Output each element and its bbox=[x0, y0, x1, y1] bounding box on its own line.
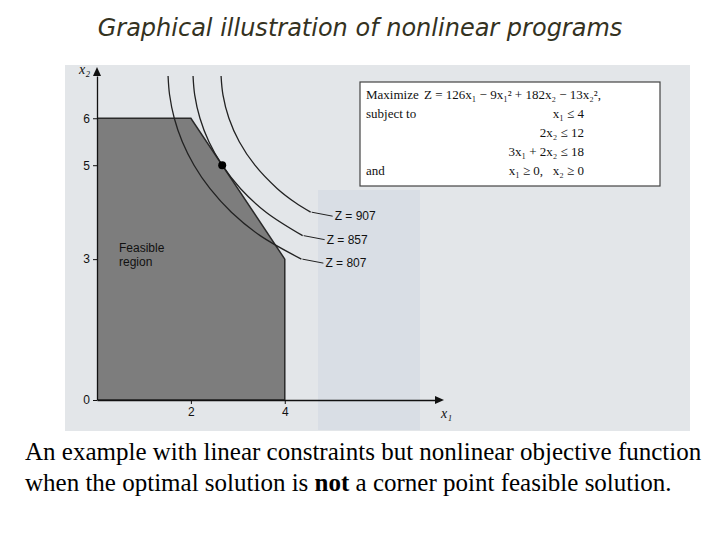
y-tick: 6 bbox=[83, 112, 97, 126]
y-tick: 3 bbox=[83, 252, 97, 266]
slide-title: Graphical illustration of nonlinear prog… bbox=[98, 14, 623, 42]
problem-row-expression: x₁ ≥ 0, x₂ ≥ 0 bbox=[509, 163, 584, 178]
y-tick-mark bbox=[93, 400, 97, 401]
x-tick-mark bbox=[285, 400, 286, 404]
label-leader bbox=[304, 236, 325, 240]
contour-line bbox=[168, 76, 301, 259]
y-axis-title: x₂ bbox=[78, 62, 90, 77]
y-tick-mark bbox=[93, 165, 97, 166]
x-axis-line bbox=[98, 400, 436, 401]
contour-line bbox=[193, 76, 303, 236]
problem-row-label: and bbox=[366, 163, 385, 178]
contour-label: Z = 807 bbox=[325, 256, 366, 270]
caption-text: a corner point feasible solution. bbox=[349, 469, 671, 496]
y-tick-mark bbox=[93, 259, 97, 260]
y-tick-label: 0 bbox=[83, 393, 90, 407]
contour-line bbox=[221, 76, 311, 212]
y-axis: 0 3 5 6 bbox=[83, 77, 97, 408]
x-tick-label: 4 bbox=[282, 405, 289, 419]
y-tick: 0 bbox=[83, 393, 97, 407]
region-label-line: Feasible bbox=[119, 241, 165, 255]
problem-row-expression: 3x₁ + 2x₂ ≤ 18 bbox=[508, 144, 584, 159]
problem-row-expression: x₁ ≤ 4 bbox=[553, 106, 585, 121]
y-tick: 5 bbox=[83, 159, 97, 173]
figure-background bbox=[65, 65, 690, 431]
x-axis-arrow bbox=[435, 396, 444, 404]
y-axis-arrow bbox=[93, 67, 101, 76]
problem-row-label: Maximize bbox=[366, 87, 419, 102]
y-tick-label: 6 bbox=[83, 112, 90, 126]
optimal-point bbox=[218, 161, 226, 169]
x-axis: 24 bbox=[98, 400, 436, 419]
label-leader bbox=[312, 212, 333, 216]
y-tick-label: 5 bbox=[83, 159, 90, 173]
y-tick-mark bbox=[93, 118, 97, 119]
y-axis-line bbox=[97, 77, 98, 401]
contour-label: Z = 857 bbox=[327, 233, 368, 247]
x-axis-title: x₁ bbox=[440, 406, 452, 421]
plot-labels: Feasibleregion Z = 907 Z = 857 Z = 807 bbox=[119, 209, 376, 270]
region-label-line: region bbox=[119, 255, 152, 269]
problem-box: Maximize Z = 126x₁ − 9x₁² + 182x₂ − 13x₂²… bbox=[360, 82, 660, 186]
x-tick: 2 bbox=[188, 400, 195, 419]
caption: An example with linear constraints but n… bbox=[25, 436, 709, 498]
y-tick-label: 3 bbox=[83, 252, 90, 266]
caption-emphasis: not bbox=[315, 469, 350, 496]
contour-label: Z = 907 bbox=[335, 209, 376, 223]
x-tick: 4 bbox=[282, 400, 289, 419]
plot-area bbox=[97, 76, 311, 400]
problem-row-expression: Z = 126x₁ − 9x₁² + 182x₂ − 13x₂², bbox=[424, 87, 601, 102]
label-leader bbox=[302, 259, 323, 263]
stage: Graphical illustration of nonlinear prog… bbox=[0, 0, 720, 540]
problem-box-frame bbox=[360, 82, 660, 186]
problem-row-label: subject to bbox=[366, 106, 416, 121]
problem-row-expression: 2x₂ ≤ 12 bbox=[540, 125, 584, 140]
x-tick-label: 2 bbox=[188, 405, 195, 419]
figure-panel bbox=[318, 190, 420, 430]
x-tick-mark bbox=[191, 400, 192, 404]
region-label: Feasibleregion bbox=[119, 241, 165, 269]
